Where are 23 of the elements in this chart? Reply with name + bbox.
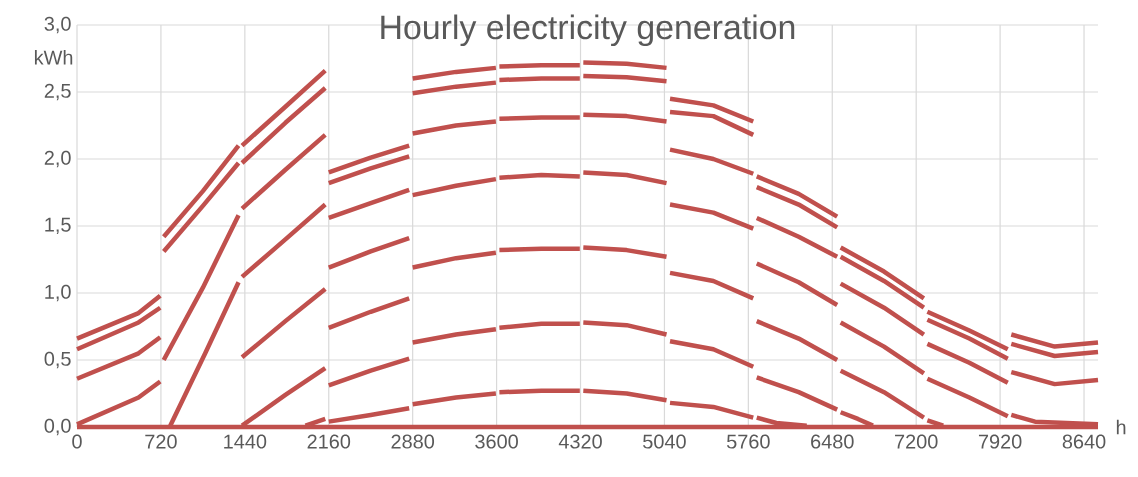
x-tick-label: 3600 (475, 434, 518, 449)
x-tick-label: 4320 (558, 434, 602, 449)
x-tick-label: 7200 (895, 434, 938, 449)
y-tick-label: 2,5 (44, 83, 71, 101)
y-axis-title: kWh (34, 49, 73, 65)
chart-title: Hourly electricity generation (381, 14, 795, 47)
y-tick-label: 1,5 (45, 217, 71, 235)
x-tick-label: 1440 (224, 434, 267, 449)
x-tick-label: 2160 (307, 434, 351, 449)
y-tick-label: 3,0 (44, 16, 71, 34)
x-tick-label: 7920 (978, 434, 1022, 449)
y-tick-label: 0,0 (44, 418, 71, 436)
x-tick-label: 5760 (726, 434, 770, 449)
y-tick-label: 0,5 (44, 351, 71, 369)
x-tick-label: 2880 (391, 434, 435, 449)
x-tick-label: 5040 (643, 434, 686, 449)
x-tick-label: 0 (72, 434, 82, 449)
y-tick-label: 2,0 (44, 150, 71, 168)
x-tick-label: 720 (145, 434, 177, 449)
x-tick-label: 6480 (811, 434, 854, 449)
y-tick-label: 1,0 (45, 284, 71, 302)
x-axis-title: h (1116, 419, 1126, 435)
x-tick-label: 8640 (1062, 434, 1106, 449)
